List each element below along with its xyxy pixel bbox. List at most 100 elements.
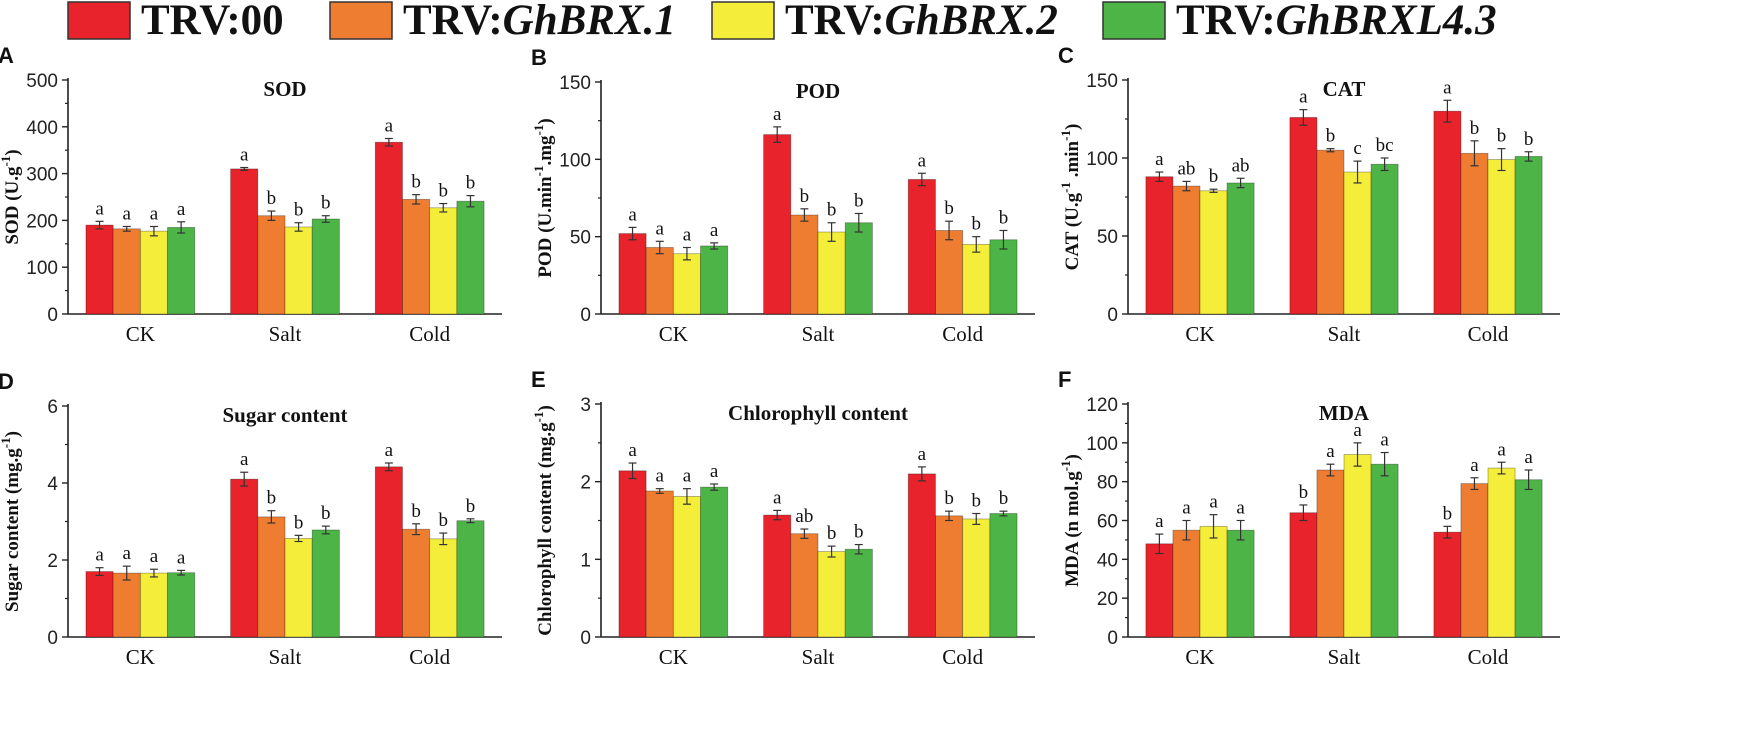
y-axis-label: SOD (U.g-1) [0,149,23,244]
bar [1370,463,1399,638]
significance-letter: b [944,198,954,219]
y-axis-label-sup2: -1 [531,125,546,136]
significance-letter: a [773,487,782,508]
significance-letter: b [1299,482,1309,503]
legend-swatch [67,1,131,40]
bar [429,538,458,638]
x-tick-label: CK [126,645,155,669]
panel-letter: C [1058,43,1074,68]
bar [311,529,340,638]
chart-title: POD [796,79,840,103]
bar [1343,454,1372,638]
x-tick-label: Salt [269,322,302,346]
y-axis-label: Sugar content (mg.g-1) [0,431,23,612]
y-tick-label: 120 [1086,395,1118,416]
significance-letter: a [773,104,782,125]
y-tick-label: 100 [1086,149,1118,170]
legend-label: TRV:GhBRX.2 [785,0,1058,44]
bar [790,533,819,638]
bar [672,253,701,315]
bar [763,514,792,638]
significance-letter: a [1443,77,1452,98]
bar [907,179,936,315]
significance-letter: a [710,461,719,482]
significance-letter: b [1497,126,1507,147]
y-axis-label-tail: ) [535,118,556,124]
significance-letter: b [294,512,304,533]
bar [167,572,196,638]
x-tick-label: Salt [1328,645,1361,669]
bar [230,168,259,315]
y-tick-label: 400 [26,118,58,139]
bar [1226,529,1255,638]
y-tick-label: 2 [580,473,591,494]
x-tick-label: Salt [269,645,302,669]
significance-letter: a [1497,439,1506,460]
significance-letter: b [267,488,277,509]
significance-letter: a [628,440,637,461]
y-axis-label-sup: -1 [0,156,13,167]
y-tick-label: 0 [47,305,58,326]
y-tick-label: 60 [1097,512,1118,533]
significance-letter: a [150,203,159,224]
bar [645,490,674,638]
panel-letter: B [531,45,547,70]
bar [844,548,873,638]
bar [139,230,168,315]
legend-item: TRV:GhBRX.2 [711,0,1058,44]
y-axis-label-main: SOD (U.g [2,166,23,245]
bar [1487,159,1516,315]
significance-letter: a [150,546,159,567]
significance-letter: b [411,172,421,193]
significance-letter: b [321,503,331,524]
bar [1172,185,1201,315]
significance-letter: ab [1232,155,1250,176]
y-axis-label-sup: -1 [1058,182,1073,193]
y-tick-label: 20 [1097,589,1118,610]
legend-label-prefix: TRV: [785,0,885,44]
y-axis-label-sup2: -1 [1058,130,1073,141]
bar [1316,469,1345,638]
y-axis-label-main: POD (U.min [535,176,556,278]
significance-letter: a [385,440,394,461]
significance-letter: ab [795,506,813,527]
significance-letter: a [240,145,249,166]
panel-D: D Sugar content 0 2 4 6 Sugar content (mg.g-1)… [0,369,502,669]
significance-letter: b [999,207,1009,228]
y-axis-label-tail: ) [2,149,23,155]
y-tick-label: 300 [26,165,58,186]
bar [817,231,846,315]
significance-letter: b [972,214,982,235]
significance-letter: a [628,204,637,225]
x-tick-label: Cold [409,322,450,346]
significance-letter: a [1236,498,1245,519]
significance-letter: a [177,547,186,568]
significance-letter: a [683,224,692,245]
significance-letter: a [656,218,665,239]
y-axis-label-sup: -1 [1058,460,1073,471]
bar [1514,156,1543,315]
significance-letter: a [177,199,186,220]
panel-letter: F [1058,367,1071,392]
significance-letter: a [123,203,132,224]
significance-letter: c [1353,138,1361,159]
y-axis-label-sup: -1 [531,412,546,423]
bar [167,227,196,315]
bar [257,516,286,638]
bar [311,218,340,315]
y-tick-label: 150 [1086,71,1118,92]
significance-letter: b [800,186,810,207]
significance-letter: b [999,488,1009,509]
bar [935,515,964,638]
significance-letter: a [240,449,249,470]
bar [1343,171,1372,315]
y-tick-label: 100 [26,258,58,279]
bar [402,198,431,315]
y-tick-label: 0 [1107,305,1118,326]
legend-swatch [1102,1,1166,40]
legend: TRV:00 TRV:GhBRX.1 TRV:GhBRX.2 TRV:GhBRXL4.… [67,0,1497,44]
panel-letter: E [531,367,546,392]
bar [1145,176,1174,315]
bar [112,572,141,638]
